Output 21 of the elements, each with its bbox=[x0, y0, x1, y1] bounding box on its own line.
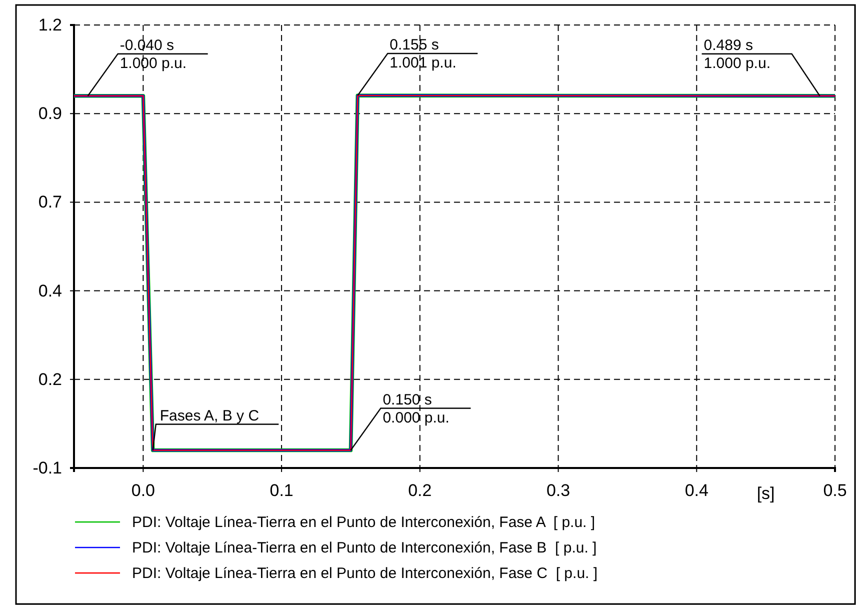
x-tick-label: 0.1 bbox=[270, 481, 294, 500]
x-tick-label: 0.3 bbox=[546, 481, 570, 500]
y-tick-label: -0.1 bbox=[32, 458, 62, 478]
y-tick-label: 0.7 bbox=[38, 192, 62, 212]
x-tick-label: 0.0 bbox=[131, 481, 155, 500]
x-tick-label: 0.2 bbox=[408, 481, 432, 500]
legend-label: PDI: Voltaje Línea-Tierra en el Punto de Interconexión, Fase B [ p.u. ] bbox=[132, 540, 597, 556]
y-tick-label: 0.9 bbox=[38, 104, 62, 124]
y-tick-label: 0.2 bbox=[38, 370, 62, 389]
legend-label: PDI: Voltaje Línea-Tierra en el Punto de Interconexión, Fase A [ p.u. ] bbox=[132, 514, 596, 531]
annotation: Fases A, B y C bbox=[160, 407, 260, 424]
annotation: 0.150 s 0.000 p.u. bbox=[382, 391, 450, 426]
x-tick-label: 0.5 bbox=[823, 481, 847, 500]
x-axis-title: [s] bbox=[756, 484, 775, 503]
annotation: -0.040 s 1.000 p.u. bbox=[120, 36, 187, 72]
annotation: 0.155 s 1.001 p.u. bbox=[390, 36, 456, 72]
y-tick-label: 1.2 bbox=[38, 15, 62, 34]
annotation: 0.489 s 1.000 p.u. bbox=[704, 36, 771, 72]
x-tick-label: 0.4 bbox=[684, 481, 708, 500]
legend-label: PDI: Voltaje Línea-Tierra en el Punto de Interconexión, Fase C [ p.u. ] bbox=[132, 565, 598, 582]
y-tick-label: 0.4 bbox=[38, 281, 62, 300]
